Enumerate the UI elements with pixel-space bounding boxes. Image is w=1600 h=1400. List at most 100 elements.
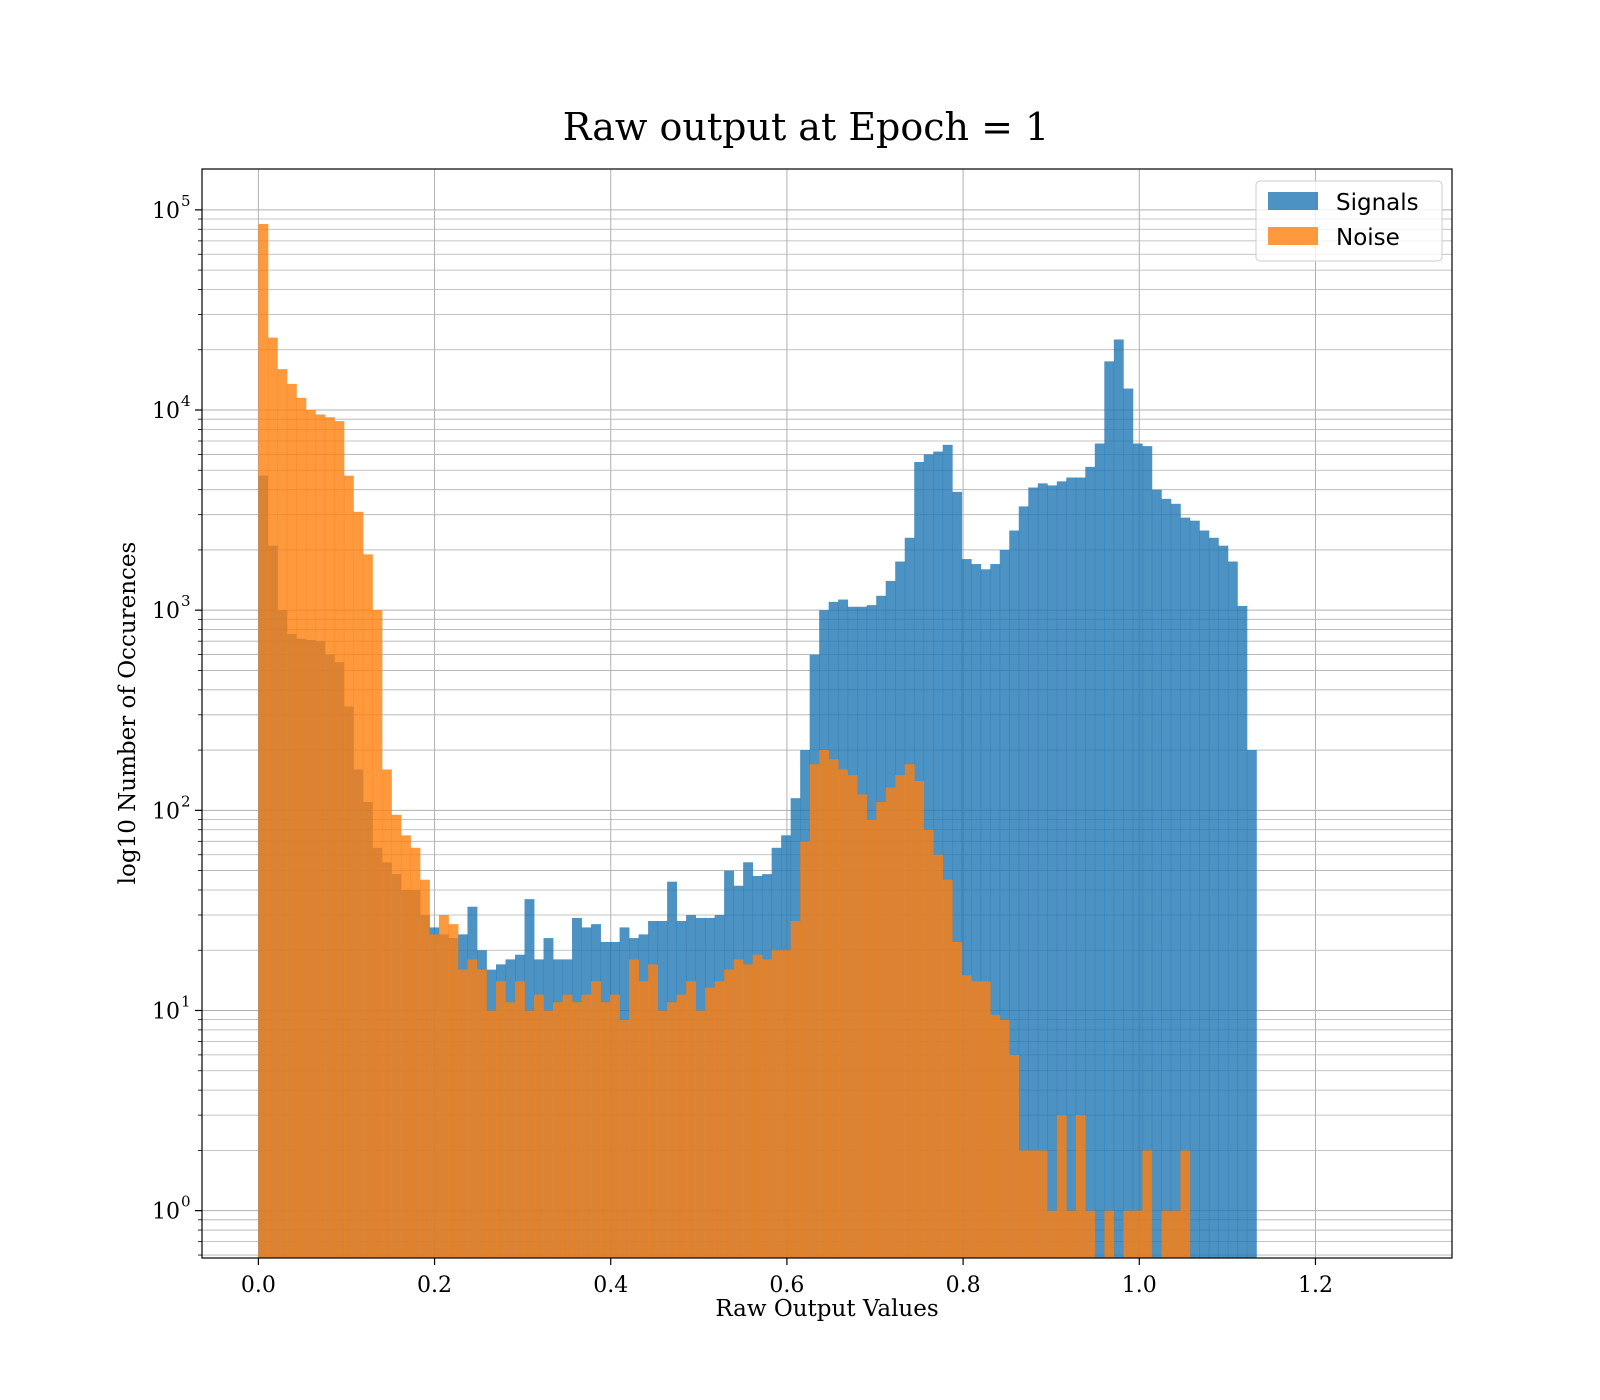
- bar-noise: [505, 1002, 516, 1258]
- bar-noise: [733, 959, 744, 1258]
- bar-noise: [429, 934, 440, 1258]
- bar-noise: [724, 969, 735, 1258]
- bar-noise: [419, 879, 430, 1258]
- bar-noise: [904, 764, 915, 1258]
- bar-signals: [1208, 537, 1219, 1258]
- bar-signals: [961, 559, 972, 1258]
- bar-noise: [790, 920, 801, 1258]
- bar-noise: [933, 854, 944, 1258]
- bar-signals: [999, 549, 1010, 1258]
- bar-signals: [1047, 485, 1058, 1258]
- bar-noise: [400, 835, 411, 1258]
- bar-signals: [1094, 443, 1105, 1258]
- bar-noise: [1132, 1210, 1143, 1258]
- bar-noise: [752, 954, 763, 1258]
- bar-signals: [1085, 466, 1096, 1258]
- bar-noise: [914, 781, 925, 1258]
- bar-signals: [1189, 520, 1200, 1258]
- y-tick-label: 10: [152, 199, 180, 224]
- bar-signals: [1104, 361, 1115, 1258]
- bar-noise: [258, 223, 269, 1258]
- y-axis-label: log10 Number of Occurences: [115, 542, 141, 885]
- bar-noise: [562, 994, 573, 1258]
- bar-signals: [1075, 477, 1086, 1259]
- bar-noise: [267, 337, 278, 1259]
- bar-signals: [1132, 443, 1143, 1258]
- x-tick-label: 0.4: [593, 1273, 628, 1298]
- bar-signals: [990, 564, 1001, 1258]
- bar-noise: [296, 397, 307, 1259]
- bar-noise: [553, 1002, 563, 1258]
- y-tick-exponent: 2: [181, 792, 191, 810]
- x-tick-label: 0.8: [946, 1273, 981, 1298]
- bar-noise: [1180, 1150, 1191, 1258]
- bars-layer: [258, 223, 1257, 1259]
- bar-noise: [762, 959, 773, 1258]
- bar-noise: [1142, 1150, 1153, 1258]
- y-tick-exponent: 1: [181, 992, 191, 1010]
- x-tick-label: 0.0: [241, 1273, 276, 1298]
- bar-signals: [1151, 489, 1162, 1258]
- y-tick-label: 10: [152, 1200, 180, 1225]
- bar-noise: [847, 775, 858, 1258]
- bar-noise: [391, 814, 402, 1258]
- bar-noise: [1056, 1115, 1067, 1258]
- legend: Signals Noise: [1255, 180, 1443, 262]
- x-tick-label: 1.0: [1122, 1273, 1157, 1298]
- y-tick-label: 10: [152, 399, 180, 424]
- series-noise: [258, 223, 1191, 1259]
- bar-noise: [942, 879, 953, 1258]
- bar-signals: [1123, 388, 1134, 1258]
- bar-noise: [362, 554, 373, 1258]
- bar-noise: [1028, 1150, 1039, 1258]
- bar-noise: [819, 750, 830, 1258]
- bar-noise: [923, 829, 934, 1258]
- y-tick-label: 10: [152, 599, 180, 624]
- bar-signals: [1161, 498, 1172, 1258]
- bar-signals: [1142, 446, 1153, 1258]
- bar-noise: [695, 1010, 706, 1258]
- bar-noise: [496, 981, 506, 1258]
- legend-swatch-noise: [1268, 227, 1318, 245]
- bar-noise: [1009, 1054, 1020, 1258]
- bar-signals: [1180, 517, 1191, 1258]
- bar-noise: [524, 1010, 535, 1258]
- bar-noise: [866, 819, 877, 1258]
- bar-noise: [486, 1010, 497, 1258]
- bar-noise: [476, 969, 487, 1258]
- bar-noise: [629, 959, 639, 1258]
- bar-noise: [381, 769, 392, 1258]
- bar-noise: [610, 994, 620, 1258]
- bar-noise: [714, 981, 725, 1258]
- bar-noise: [515, 981, 525, 1258]
- bar-noise: [619, 1019, 630, 1258]
- bar-signals: [980, 569, 991, 1258]
- bar-noise: [990, 1014, 1001, 1258]
- bar-noise: [895, 775, 906, 1258]
- bar-noise: [277, 369, 288, 1259]
- x-tick-label: 0.2: [417, 1273, 452, 1298]
- bar-noise: [286, 383, 297, 1259]
- bar-noise: [648, 964, 658, 1258]
- bar-signals: [952, 491, 963, 1258]
- bar-noise: [705, 987, 716, 1258]
- bar-signals: [1218, 545, 1229, 1258]
- bar-noise: [305, 410, 316, 1259]
- bar-signals: [971, 564, 982, 1258]
- bar-signals: [1113, 339, 1124, 1258]
- bar-noise: [353, 511, 364, 1259]
- bar-noise: [800, 841, 811, 1258]
- y-tick-exponent: 3: [181, 592, 191, 610]
- bar-noise: [591, 981, 601, 1258]
- bar-noise: [638, 981, 649, 1258]
- bar-noise: [771, 950, 782, 1258]
- bar-noise: [657, 1010, 668, 1258]
- legend-swatch-signals: [1268, 192, 1318, 210]
- bar-signals: [1009, 530, 1020, 1258]
- bar-signals: [1199, 530, 1210, 1258]
- y-tick-exponent: 5: [181, 192, 191, 210]
- bar-noise: [343, 475, 354, 1258]
- bar-noise: [838, 769, 849, 1258]
- bar-noise: [876, 802, 887, 1258]
